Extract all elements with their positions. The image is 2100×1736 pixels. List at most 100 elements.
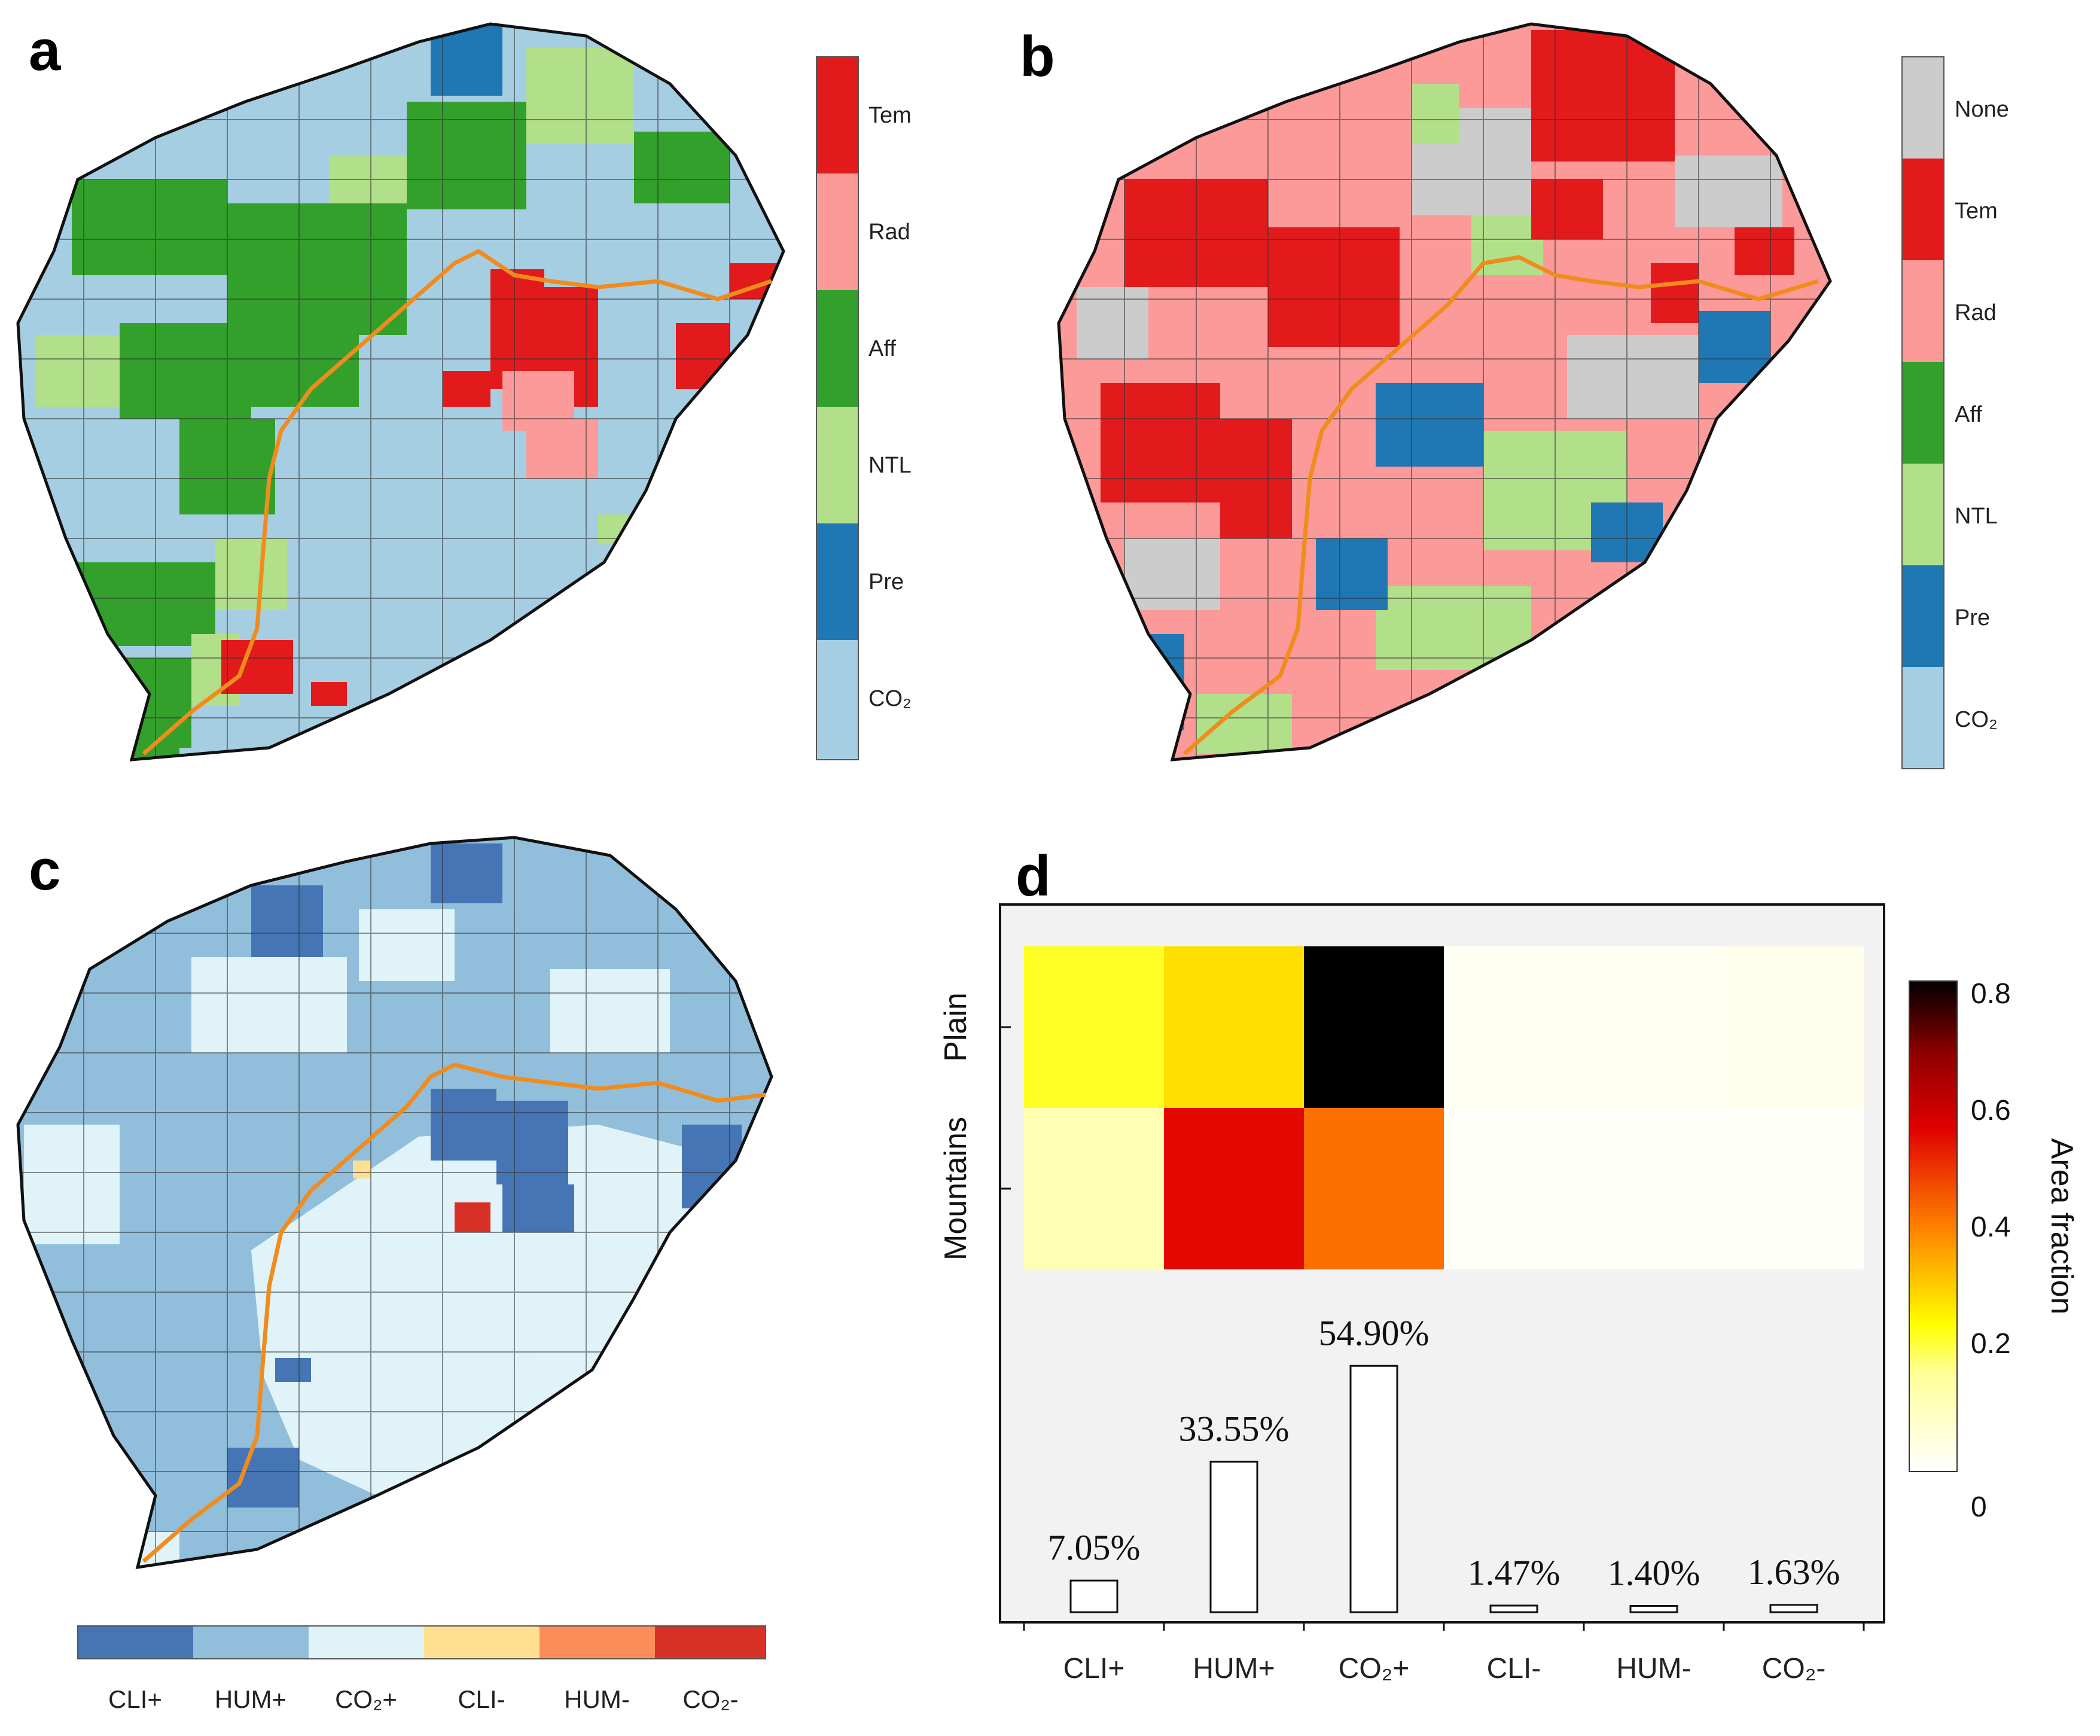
legend-b-label: None: [1955, 97, 2009, 122]
bar-value-label: 54.90%: [1319, 1313, 1430, 1353]
bars: [1069, 1365, 1818, 1613]
heatmap-cell: [1164, 946, 1304, 1108]
map-b-region: [1651, 263, 1699, 323]
legend-a-swatch-aff: [816, 290, 858, 407]
x-tick-label: CO₂+: [1339, 1653, 1410, 1685]
legend-b-swatch-ntl: [1902, 464, 1944, 565]
legend-a-label: NTL: [868, 453, 912, 478]
panel-letter-a: a: [29, 19, 61, 83]
legend-c-swatch-cli-minus: [424, 1626, 540, 1659]
map-c-region: [353, 1161, 371, 1178]
x-tick-label: HUM-: [1616, 1653, 1691, 1685]
legend-a-swatch-co2: [816, 640, 858, 760]
legend-c: CLI+ HUM+ CO₂+ CLI- HUM- CO₂-: [77, 1625, 766, 1713]
map-a-region: [407, 102, 526, 209]
map-a-region: [676, 323, 730, 389]
colorbar-tick-label: 0.2: [1971, 1328, 2011, 1360]
map-b-region: [1531, 179, 1603, 239]
map-a-region: [66, 562, 215, 646]
map-c-boundary-line: [142, 1062, 766, 1563]
map-b: [1057, 22, 1832, 762]
map-a: [16, 22, 785, 762]
map-a-region: [221, 640, 293, 694]
legend-c-label: CO₂-: [682, 1685, 738, 1713]
map-c-region: [455, 1202, 490, 1232]
legend-b-label: NTL: [1955, 504, 1998, 529]
colorbar: [1909, 980, 1958, 1472]
heatmap-cell: [1304, 1108, 1444, 1269]
legend-c-label: CLI+: [108, 1685, 162, 1713]
colorbar-label: Area fraction: [2044, 1138, 2079, 1315]
colorbar-tick-label: 0: [1971, 1491, 1987, 1523]
map-a-region: [526, 419, 598, 479]
map-a-outline: [16, 22, 785, 762]
bar: [1489, 1604, 1538, 1613]
legend-a-label: CO₂: [868, 686, 912, 711]
legend-b-label: Tem: [1955, 199, 1998, 224]
map-a-region: [634, 132, 730, 203]
heatmap-cell: [1024, 1108, 1164, 1269]
bar-value-label: 1.40%: [1608, 1554, 1700, 1593]
legend-b-swatch-rad: [1902, 260, 1944, 362]
map-a-region: [526, 48, 634, 144]
bar: [1769, 1604, 1818, 1613]
bar: [1629, 1605, 1678, 1613]
map-b-region: [1567, 335, 1699, 419]
map-c-region: [431, 843, 502, 903]
colorbar-tick-label: 0.4: [1971, 1211, 2011, 1243]
x-tick-label: HUM+: [1193, 1653, 1275, 1685]
map-a-boundary-line: [142, 248, 773, 756]
heatmap-row-label: Plain: [938, 992, 973, 1062]
legend-a-swatch-tem: [816, 57, 858, 173]
heatmap-cell: [1444, 1108, 1584, 1269]
map-b-region: [1376, 383, 1483, 467]
heatmap-row-ticks: [1000, 1026, 1011, 1190]
map-c-region: [251, 1125, 736, 1496]
map-b-grid: [1059, 24, 1830, 760]
map-a-region: [108, 658, 191, 748]
map-b-region: [1412, 84, 1459, 144]
legend-c-label: HUM-: [564, 1685, 630, 1713]
map-b-outline: [1057, 22, 1832, 762]
heatmap-cell: [1584, 946, 1724, 1108]
map-a-region: [215, 538, 287, 610]
legend-c-label: HUM+: [215, 1685, 286, 1713]
legend-c-label: CO₂+: [335, 1685, 397, 1713]
bar: [1209, 1460, 1258, 1613]
x-tick-labels: CLI+ HUM+ CO₂+ CLI- HUM- CO₂-: [1063, 1653, 1826, 1685]
bar-value-label: 1.47%: [1468, 1553, 1560, 1592]
heatmap-row-label: Mountains: [938, 1117, 973, 1260]
heatmap-cell: [1304, 946, 1444, 1108]
map-c-region: [227, 1448, 299, 1507]
map-c-outline: [16, 836, 773, 1570]
panel-letter-c: c: [29, 838, 61, 902]
map-c-regions: [18, 843, 742, 1567]
legend-c-swatch-hum-plus: [193, 1626, 309, 1659]
map-c-region: [191, 957, 347, 1053]
legend-b-swatch-aff: [1902, 362, 1944, 464]
map-c-region: [502, 1184, 574, 1232]
legend-a-swatch-pre: [816, 523, 858, 640]
map-c-region: [431, 1089, 496, 1161]
map-c-region: [18, 1472, 78, 1519]
legend-b-swatch-none: [1902, 57, 1944, 159]
legend-a-swatch-rad: [816, 173, 858, 290]
legend-b-swatch-co2: [1902, 667, 1944, 769]
map-a-grid: [18, 24, 784, 760]
legend-b-label: CO₂: [1955, 707, 1998, 732]
map-b-region: [1699, 311, 1770, 383]
map-c-grid: [18, 837, 772, 1567]
legend-b: None Tem Rad Aff NTL Pre CO₂: [1901, 56, 2009, 769]
map-b-region: [1268, 227, 1400, 347]
legend-b-label: Rad: [1955, 300, 1997, 325]
legend-a-label: Rad: [868, 220, 910, 245]
map-b-regions: [1077, 30, 1794, 754]
legend-a-swatch-ntl: [816, 407, 858, 523]
heatmap-row-labels: Plain Mountains: [938, 992, 973, 1260]
map-a-region: [443, 371, 490, 407]
legend-c-swatch-co2-plus: [309, 1626, 424, 1659]
map-b-region: [1316, 538, 1388, 610]
map-c-region: [24, 1125, 120, 1244]
legend-c-frame: [77, 1625, 766, 1659]
